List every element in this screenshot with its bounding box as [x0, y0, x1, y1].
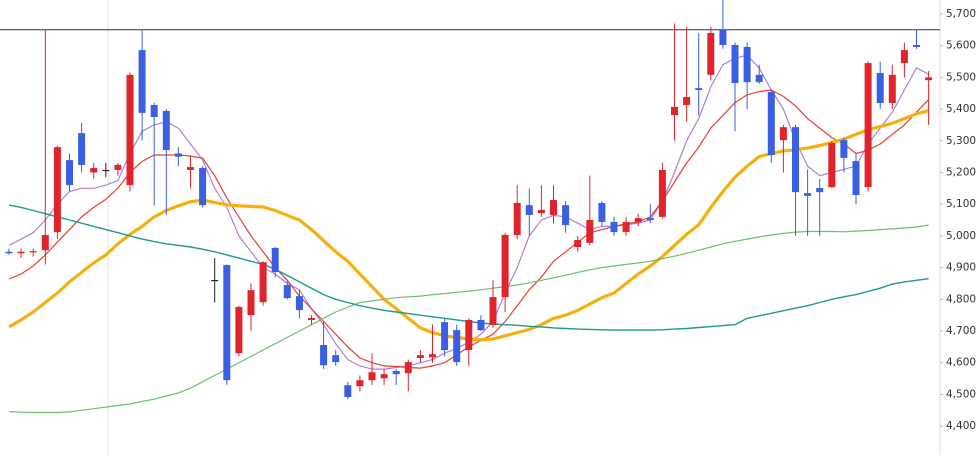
candle-body: [308, 318, 315, 320]
candle-body: [320, 344, 328, 366]
candle-body: [658, 169, 666, 217]
candle-body: [622, 221, 630, 233]
candle-body: [792, 127, 799, 193]
candle-body: [187, 167, 194, 170]
candle-body: [271, 247, 279, 273]
candle-body: [489, 297, 497, 325]
candle-body: [368, 372, 376, 381]
candle-body: [295, 296, 303, 311]
candle-body: [513, 202, 521, 235]
candle-body: [525, 205, 533, 215]
candle-body: [888, 74, 896, 104]
candle-body: [114, 164, 122, 170]
candle-body: [900, 50, 908, 64]
y-tick-label: 5,200: [946, 166, 976, 178]
candle-body: [537, 209, 545, 214]
candle-body: [574, 240, 582, 247]
candle-body: [828, 143, 836, 188]
candle-body: [586, 220, 594, 243]
candle-body: [78, 133, 86, 165]
candle-body: [550, 200, 557, 215]
candle-body: [429, 354, 436, 358]
candle-body: [150, 104, 158, 117]
candle-body: [876, 72, 884, 104]
candle-body: [453, 330, 461, 363]
y-tick-label: 5,100: [946, 198, 976, 210]
candle-body: [5, 251, 13, 254]
candle-body: [707, 32, 715, 75]
candle-body: [913, 45, 920, 47]
y-tick-label: 4,800: [946, 293, 976, 305]
y-tick-label: 4,600: [946, 357, 976, 369]
candle-body: [66, 160, 73, 186]
candle-body: [259, 262, 267, 303]
candle-body: [126, 74, 134, 186]
candle-body: [102, 169, 110, 172]
candle-body: [852, 161, 860, 195]
candle-body: [925, 77, 933, 81]
candle-body: [598, 202, 606, 222]
candle-body: [344, 385, 352, 397]
candle-body: [804, 193, 812, 196]
candle-body: [755, 74, 763, 83]
candle-body: [211, 279, 219, 282]
candle-body: [174, 153, 182, 157]
candle-body: [283, 285, 291, 299]
candle-body: [779, 127, 787, 141]
candle-body: [634, 218, 642, 222]
candle-body: [223, 265, 231, 381]
candle-body: [671, 106, 678, 116]
candle-body: [380, 374, 388, 379]
candle-body: [53, 147, 61, 233]
candle-body: [404, 362, 412, 374]
candle-body: [235, 306, 243, 354]
y-tick-label: 5,300: [946, 135, 976, 147]
candle-body: [501, 234, 509, 298]
candle-body: [816, 188, 824, 193]
candle-body: [162, 110, 170, 150]
y-tick-label: 4,400: [946, 420, 976, 432]
candle-body: [247, 290, 255, 316]
y-tick-label: 4,500: [946, 388, 976, 400]
candle-body: [683, 97, 691, 105]
y-tick-label: 5,600: [946, 40, 976, 52]
candle-body: [199, 168, 207, 206]
y-tick-label: 5,400: [946, 103, 976, 115]
moving-average-line: [8, 224, 929, 414]
candle-body: [719, 29, 727, 46]
candle-body: [695, 88, 703, 91]
candle-body: [416, 355, 424, 358]
y-tick-label: 5,500: [946, 71, 976, 83]
candle-body: [392, 370, 400, 375]
y-tick-label: 5,000: [946, 230, 976, 242]
candle-body: [864, 63, 872, 188]
candle-body: [332, 355, 340, 363]
candle-body: [90, 168, 98, 173]
candle-body: [743, 46, 751, 83]
candle-body: [465, 319, 473, 351]
candle-body: [17, 251, 25, 254]
candle-body: [562, 205, 570, 226]
candle-body: [356, 380, 364, 387]
y-tick-label: 4,700: [946, 325, 976, 337]
candle-body: [138, 50, 146, 113]
candle-body: [477, 319, 485, 331]
candle-body: [646, 218, 654, 221]
candle-body: [840, 140, 848, 158]
y-tick-label: 5,700: [946, 8, 976, 20]
y-tick-label: 4,900: [946, 262, 976, 274]
candle-body: [29, 251, 37, 253]
candle-body: [41, 234, 49, 251]
candle-body: [610, 221, 618, 233]
candle-body: [731, 45, 739, 84]
candle-body: [441, 322, 449, 351]
candle-body: [767, 91, 775, 156]
